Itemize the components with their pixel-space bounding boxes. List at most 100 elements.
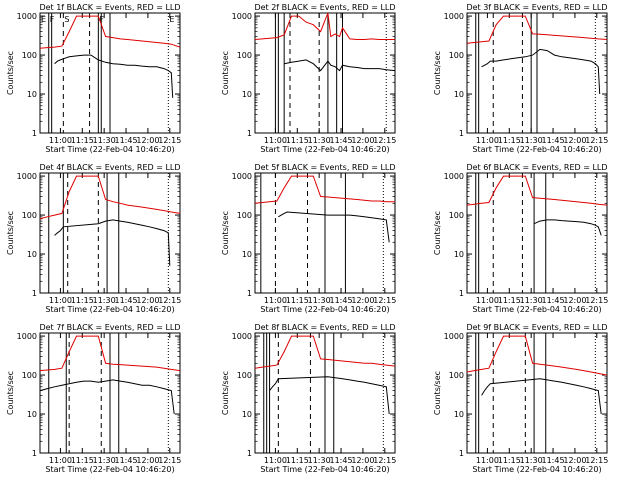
- y-tick-label: 100: [22, 211, 37, 220]
- lld-series-line: [467, 15, 607, 44]
- events-series-line: [269, 376, 390, 415]
- phase-marker-label: E: [169, 15, 174, 24]
- y-tick-label: 1: [32, 289, 37, 298]
- chart-title: Det 1f BLACK = Events, RED = LLD: [39, 3, 180, 12]
- y-tick-label: 1: [459, 129, 464, 138]
- y-axis-label: Counts/sec: [221, 211, 230, 255]
- x-tick-label: 11:15: [71, 296, 94, 305]
- chart-title: Det 4f BLACK = Events, RED = LLD: [39, 163, 180, 172]
- x-tick-label: 11:15: [286, 136, 309, 145]
- x-axis-label: Start Time (22-Feb-04 10:46:20): [260, 465, 389, 474]
- x-tick-label: 11:00: [49, 136, 72, 145]
- x-tick-label: 12:00: [136, 136, 159, 145]
- y-tick-label: 100: [22, 371, 37, 380]
- y-tick-label: 10: [27, 90, 37, 99]
- y-tick-label: 10: [454, 90, 464, 99]
- x-axis-label: Start Time (22-Feb-04 10:46:20): [472, 305, 601, 314]
- x-tick-label: 11:00: [476, 456, 499, 465]
- y-tick-label: 10: [454, 410, 464, 419]
- x-tick-label: 11:45: [542, 296, 565, 305]
- x-tick-label: 12:00: [351, 456, 374, 465]
- chart-title: Det 7f BLACK = Events, RED = LLD: [39, 323, 180, 332]
- x-tick-label: 12:15: [585, 136, 608, 145]
- y-axis-label: Counts/sec: [6, 371, 15, 415]
- x-tick-label: 12:15: [373, 296, 396, 305]
- chart-panel: Det 9f BLACK = Events, RED = LLD 1 10 100 10…: [433, 323, 608, 474]
- y-tick-label: 100: [237, 371, 252, 380]
- x-tick-label: 11:30: [520, 136, 543, 145]
- x-tick-label: 12:00: [136, 456, 159, 465]
- y-tick-label: 1: [247, 289, 252, 298]
- chart-panel: Det 7f BLACK = Events, RED = LLD 1 10 100 10…: [6, 323, 181, 474]
- y-tick-label: 1000: [232, 12, 252, 21]
- plot-frame: [466, 172, 608, 294]
- y-axis-label: Counts/sec: [221, 371, 230, 415]
- lld-series-line: [467, 335, 607, 376]
- x-tick-label: 11:00: [476, 136, 499, 145]
- x-tick-label: 11:45: [542, 456, 565, 465]
- x-tick-label: 12:00: [563, 296, 586, 305]
- y-axis-label: Counts/sec: [6, 51, 15, 95]
- x-tick-label: 12:15: [158, 456, 181, 465]
- x-axis-label: Start Time (22-Feb-04 10:46:20): [472, 465, 601, 474]
- y-axis-label: Counts/sec: [6, 211, 15, 255]
- y-tick-label: 1: [32, 449, 37, 458]
- x-tick-label: 11:00: [49, 296, 72, 305]
- x-tick-label: 11:00: [476, 296, 499, 305]
- x-tick-label: 12:15: [158, 136, 181, 145]
- chart-title: Det 8f BLACK = Events, RED = LLD: [254, 323, 395, 332]
- lld-series-line: [40, 175, 180, 220]
- x-tick-label: 12:15: [373, 456, 396, 465]
- chart-title: Det 9f BLACK = Events, RED = LLD: [466, 323, 607, 332]
- y-tick-label: 1000: [232, 172, 252, 181]
- y-tick-label: 1000: [444, 332, 464, 341]
- y-tick-label: 1000: [17, 332, 37, 341]
- x-tick-label: 11:15: [498, 296, 521, 305]
- chart-panel: Det 4f BLACK = Events, RED = LLD 1 10 100 10…: [6, 163, 181, 314]
- chart-panel: Det 5f BLACK = Events, RED = LLD 1 10 100 10…: [221, 163, 396, 314]
- x-tick-label: 11:15: [286, 296, 309, 305]
- chart-panel: Det 3f BLACK = Events, RED = LLD 1 10 100 10…: [433, 3, 608, 154]
- x-tick-label: 11:45: [542, 136, 565, 145]
- x-axis-label: Start Time (22-Feb-04 10:46:20): [45, 145, 174, 154]
- x-tick-label: 12:15: [585, 296, 608, 305]
- y-tick-label: 10: [454, 250, 464, 259]
- x-tick-label: 11:00: [264, 136, 287, 145]
- x-tick-label: 12:00: [136, 296, 159, 305]
- events-series-line: [278, 211, 390, 243]
- lld-series-line: [255, 175, 395, 204]
- chart-title: Det 6f BLACK = Events, RED = LLD: [466, 163, 607, 172]
- phase-marker-label: E: [41, 15, 46, 24]
- y-tick-label: 1: [247, 129, 252, 138]
- y-tick-label: 1: [459, 289, 464, 298]
- y-tick-label: 1000: [17, 12, 37, 21]
- y-tick-label: 10: [242, 410, 252, 419]
- events-series-line: [533, 219, 602, 236]
- events-series-line: [54, 219, 171, 266]
- x-tick-label: 11:45: [115, 136, 138, 145]
- plot-frame: [466, 332, 608, 454]
- y-tick-label: 1000: [232, 332, 252, 341]
- y-tick-label: 100: [449, 211, 464, 220]
- chart-panel: Det 6f BLACK = Events, RED = LLD 1 10 100 10…: [433, 163, 608, 314]
- y-tick-label: 1: [459, 449, 464, 458]
- chart-panel: Det 1f BLACK = Events, RED = LLD 1 10 100 10…: [6, 3, 181, 154]
- y-tick-label: 100: [22, 51, 37, 60]
- y-tick-label: 1000: [444, 172, 464, 181]
- y-tick-label: 1: [32, 129, 37, 138]
- x-tick-label: 11:30: [93, 456, 116, 465]
- x-tick-label: 12:15: [373, 136, 396, 145]
- x-tick-label: 12:15: [158, 296, 181, 305]
- x-tick-label: 11:45: [115, 456, 138, 465]
- y-tick-label: 100: [449, 371, 464, 380]
- y-axis-label: Counts/sec: [433, 211, 442, 255]
- x-tick-label: 11:00: [49, 456, 72, 465]
- x-tick-label: 11:30: [520, 456, 543, 465]
- x-tick-label: 11:15: [71, 456, 94, 465]
- x-tick-label: 12:00: [563, 136, 586, 145]
- y-tick-label: 1: [247, 449, 252, 458]
- x-tick-label: 11:00: [264, 296, 287, 305]
- x-tick-label: 11:15: [286, 456, 309, 465]
- y-tick-label: 10: [242, 90, 252, 99]
